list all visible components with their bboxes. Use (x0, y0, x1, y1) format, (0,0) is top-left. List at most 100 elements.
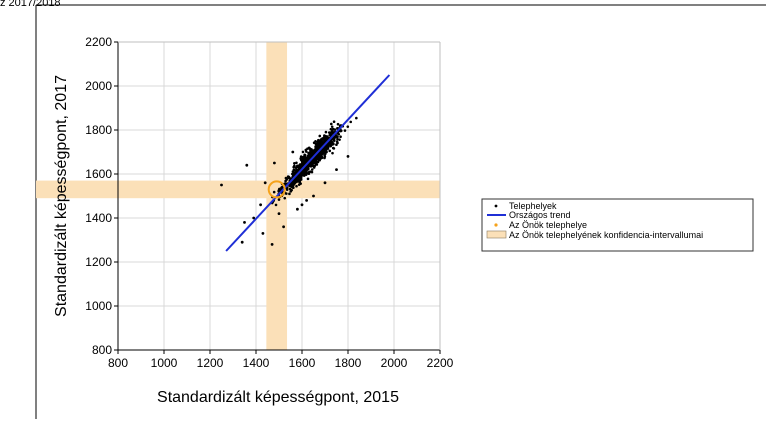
data-point (280, 186, 283, 189)
x-tick-labels: 800 1000 1200 1400 1600 1800 2000 2200 (108, 356, 454, 370)
data-point (314, 149, 318, 153)
data-point (306, 167, 310, 171)
data-point-outlier (277, 212, 281, 216)
data-point (304, 173, 308, 176)
data-point (315, 147, 319, 151)
data-point-outlier (282, 225, 285, 229)
data-point (346, 125, 350, 128)
data-point (329, 127, 333, 131)
data-point-outlier (346, 155, 350, 158)
legend-points-marker (494, 204, 498, 208)
axes (114, 41, 441, 354)
legend-box (481, 198, 754, 252)
legend-ci-label: Az Önök telephelyének konfidencia-interv… (509, 230, 703, 240)
data-point-outlier (240, 240, 244, 244)
data-point (307, 170, 311, 174)
data-point (302, 161, 306, 165)
x-tick-label-1000: 1000 (151, 356, 178, 370)
data-point-outlier (252, 216, 256, 220)
y-tick-label-2200: 2200 (85, 35, 112, 49)
legend: Telephelyek Országos trend Az Önök telep… (481, 198, 754, 252)
x-tick-label-2000: 2000 (381, 356, 408, 370)
legend-own-site-label: Az Önök telephelye (509, 220, 587, 230)
legend-ci-marker (486, 230, 507, 239)
data-point (320, 154, 323, 158)
data-point (295, 161, 298, 165)
data-point (297, 183, 301, 186)
data-point (329, 133, 332, 137)
data-point (336, 122, 340, 126)
data-point (277, 189, 280, 193)
data-point (323, 156, 326, 160)
data-point (306, 154, 310, 158)
data-point-outlier (245, 163, 249, 167)
data-point (313, 157, 316, 161)
data-point (326, 143, 330, 147)
data-point-outlier (300, 203, 304, 207)
data-point (336, 137, 339, 141)
data-point (277, 198, 281, 201)
data-point (327, 131, 331, 134)
data-point (301, 173, 305, 177)
data-point (329, 122, 333, 126)
x-tick-label-2200: 2200 (427, 356, 454, 370)
data-point-outlier (259, 203, 262, 207)
data-point (314, 139, 317, 143)
data-point (331, 137, 335, 141)
data-point-outlier (261, 232, 265, 235)
data-point (355, 116, 358, 120)
x-tick-label-1600: 1600 (289, 356, 316, 370)
data-point (319, 142, 323, 146)
data-point (319, 138, 323, 141)
data-point (332, 120, 336, 124)
data-point (298, 166, 302, 169)
trend-line-group (225, 74, 391, 252)
x-tick-label-1200: 1200 (197, 356, 224, 370)
y-tick-label-1000: 1000 (85, 299, 112, 313)
data-point (302, 159, 305, 163)
data-point (309, 161, 313, 165)
data-point (317, 140, 321, 143)
data-point-outlier (296, 207, 299, 211)
data-point (349, 120, 353, 124)
data-point-outlier (270, 243, 274, 246)
data-point (308, 147, 311, 150)
data-point (291, 172, 294, 176)
data-point (339, 135, 342, 139)
legend-trend-label: Országos trend (509, 210, 571, 220)
data-point (303, 153, 307, 157)
data-point (293, 161, 296, 165)
data-point (292, 168, 296, 172)
data-point (304, 158, 307, 162)
data-point (284, 179, 287, 183)
data-point (331, 151, 334, 155)
y-tick-label-800: 800 (92, 343, 112, 357)
data-point (324, 130, 328, 134)
data-point (320, 152, 324, 156)
data-point (294, 171, 298, 175)
data-point (318, 134, 322, 138)
data-point (295, 184, 298, 188)
data-point (313, 164, 317, 168)
data-point (331, 146, 335, 150)
data-point (343, 129, 347, 132)
own-site-group (267, 180, 286, 199)
data-point (309, 152, 312, 156)
data-point (316, 143, 320, 147)
data-point-outlier (263, 181, 267, 185)
data-point (306, 177, 310, 181)
data-point-outlier (220, 183, 223, 187)
page-caption: z 2017/2018 (0, 0, 61, 9)
own-site-marker (267, 180, 286, 199)
y-tick-label-1800: 1800 (85, 123, 112, 137)
data-point (298, 180, 301, 184)
data-point-outlier (291, 150, 295, 154)
data-point (323, 149, 326, 153)
x-tick-label-800: 800 (108, 356, 128, 370)
data-point (323, 146, 326, 150)
legend-points-label: Telephelyek (509, 201, 557, 211)
data-point (312, 149, 315, 153)
data-point (292, 165, 296, 169)
